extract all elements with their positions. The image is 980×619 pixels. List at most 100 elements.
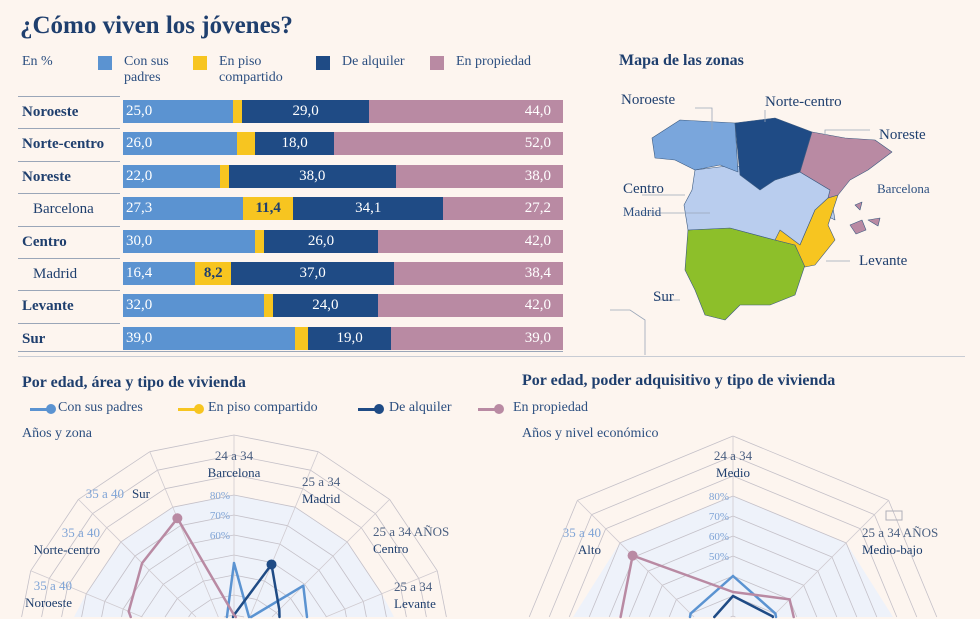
radar-spoke <box>771 500 889 618</box>
bar-segment <box>219 164 229 188</box>
axis-label: Alto <box>578 542 601 557</box>
row-label: Sur <box>18 322 120 355</box>
axis-label: Centro <box>373 541 408 556</box>
legend-label: En piso compartido <box>219 54 283 85</box>
legend-swatch <box>430 56 444 70</box>
unit-label: En % <box>22 54 53 69</box>
legend-dot-icon <box>494 404 504 414</box>
radar-point <box>172 513 183 524</box>
radar-spoke <box>149 451 219 618</box>
legend-line-label: De alquiler <box>389 400 452 415</box>
bar-segment: 27,3 <box>123 197 244 221</box>
legend-line-icon <box>178 408 200 411</box>
ring-label: 80% <box>709 491 729 503</box>
radar-ring <box>568 475 898 618</box>
ring-label: 60% <box>709 531 729 543</box>
bar-segment: 44,0 <box>369 100 563 123</box>
map-label-norte-centro: Norte-centro <box>765 94 842 110</box>
axis-label: Medio-bajo <box>862 542 923 557</box>
ring-label: 70% <box>210 510 230 522</box>
radar-spoke <box>325 570 438 618</box>
radar-ring <box>41 454 427 618</box>
bar-segment: 38,0 <box>395 164 563 188</box>
bar-segment: 27,2 <box>443 197 563 221</box>
row-label: Norte-centro <box>18 128 120 160</box>
bar-segment: 29,0 <box>241 100 370 123</box>
bar-segment: 26,0 <box>123 132 238 156</box>
map-label-centro: Centro <box>623 181 664 197</box>
bar-segment: 38,4 <box>394 262 563 285</box>
bar-segment <box>263 294 273 318</box>
radar-spoke <box>249 451 319 618</box>
bar-segment: 11,4 <box>243 197 294 221</box>
bar-segment: 42,0 <box>378 294 563 318</box>
bar-segment: 34,1 <box>293 197 444 221</box>
radar-ring <box>548 455 918 618</box>
bar-segment <box>294 326 308 350</box>
radar-ring <box>61 474 407 618</box>
map-zone-noreste <box>799 131 893 199</box>
legend-label: De alquiler <box>342 54 405 69</box>
legend-label: Con sus padres <box>124 54 169 85</box>
radar-left-subtitle: Años y zona <box>22 426 92 441</box>
bar-segment <box>233 100 242 123</box>
radar-series-3 <box>127 517 238 619</box>
row-label: Barcelona <box>18 193 120 225</box>
radar-series-3 <box>619 554 795 619</box>
axis-age: 35 a 40 <box>62 525 100 540</box>
radar-ring <box>608 515 858 618</box>
legend-line-icon <box>30 408 52 411</box>
map-label-madrid: Madrid <box>623 204 662 219</box>
ring-label: 60% <box>210 530 230 542</box>
map-title: Mapa de las zonas <box>619 52 744 69</box>
bar-segment: 18,0 <box>255 132 335 156</box>
radar-left-title: Por edad, área y tipo de vivienda <box>22 374 246 391</box>
bar-segment: 26,0 <box>263 229 379 253</box>
radar-series-2 <box>713 594 775 619</box>
radar-point <box>266 559 277 570</box>
legend-line-label: Con sus padres <box>58 400 143 415</box>
bar-chart-bottom-rule <box>18 351 563 352</box>
radar-ring <box>21 434 447 618</box>
ring-label: 70% <box>709 511 729 523</box>
bar-segment: 39,0 <box>391 326 563 350</box>
row-label: Noroeste <box>18 96 120 128</box>
radar-ring <box>528 435 938 618</box>
row-label: Centro <box>18 225 120 258</box>
empty-box-icon <box>885 510 903 521</box>
map-label-barcelona: Barcelona <box>877 181 930 196</box>
axis-age: 35 a 40 <box>563 525 601 540</box>
ring-label: 80% <box>210 490 230 502</box>
bar-segment: 30,0 <box>123 229 255 253</box>
legend-line-icon <box>358 408 380 411</box>
bar-segment: 19,0 <box>307 326 392 350</box>
map-label-noroeste: Noroeste <box>621 92 676 108</box>
axis-label: Barcelona <box>208 465 261 480</box>
bar-segment: 8,2 <box>195 262 232 285</box>
axis-label: Madrid <box>302 491 341 506</box>
bar-segment: 25,0 <box>123 100 233 123</box>
row-label: Noreste <box>18 160 120 193</box>
bar-segment: 32,0 <box>123 294 264 318</box>
radar-ring <box>648 555 818 618</box>
radar-spoke <box>30 570 143 618</box>
radar-point <box>627 550 638 561</box>
axis-age: 25 a 34 <box>394 579 433 594</box>
axis-age: 25 a 34 AÑOS <box>373 524 449 539</box>
radar-ring <box>121 534 347 618</box>
radar-ring <box>81 494 387 618</box>
radar-ring <box>164 574 304 618</box>
map-zone-levante <box>774 194 839 268</box>
map-zone-norte-centro <box>734 117 813 191</box>
bar-segment: 24,0 <box>272 294 379 318</box>
bar-segment: 39,0 <box>123 326 295 350</box>
bar-segment: 22,0 <box>123 164 220 188</box>
axis-age: 25 a 34 <box>302 474 341 489</box>
bar-segment <box>237 132 255 156</box>
bar-segment: 42,0 <box>378 229 563 253</box>
legend-line-label: En propiedad <box>513 400 589 415</box>
radar-spoke <box>271 499 390 618</box>
axis-label: Norte-centro <box>34 542 100 557</box>
radar-right-subtitle: Años y nivel económico <box>522 426 659 441</box>
